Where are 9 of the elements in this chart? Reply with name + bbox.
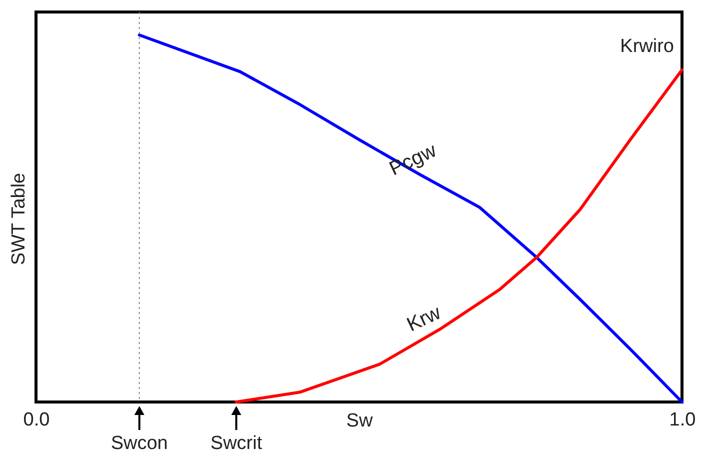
ref-line-label: Swcon xyxy=(110,433,168,454)
annotation: Krwiro xyxy=(620,36,674,57)
annotation: Swcrit xyxy=(210,433,263,454)
text: Pcgw xyxy=(386,139,440,180)
text: Krw xyxy=(404,302,445,336)
y-axis-title: SWT Table xyxy=(8,172,30,266)
x-tick-label: 0.0 xyxy=(23,410,50,430)
x-tick-label: 1.0 xyxy=(669,410,696,430)
x-axis-title: Sw xyxy=(346,410,373,432)
